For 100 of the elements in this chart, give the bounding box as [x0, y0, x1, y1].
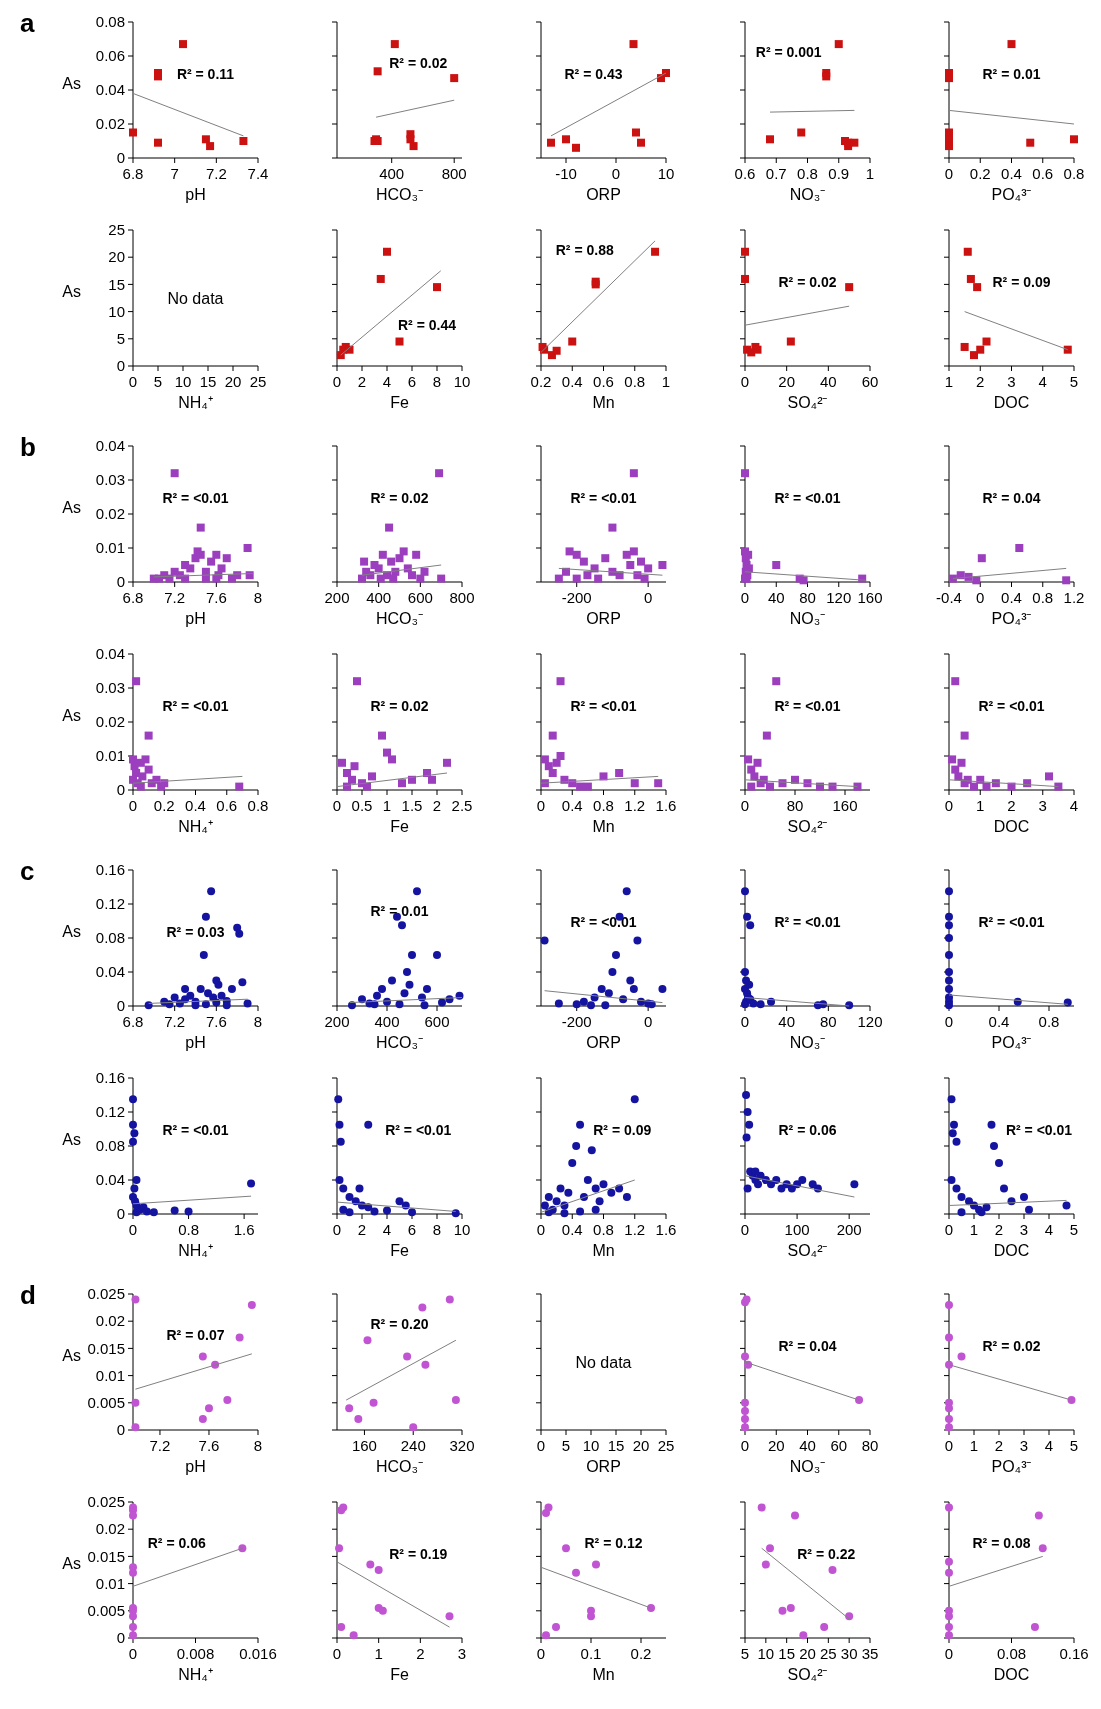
x-tick-label: 35 [861, 1645, 879, 1662]
x-tick-label: 1 [382, 797, 392, 814]
x-tick-label: 10 [757, 1645, 775, 1662]
annotation: R² = 0.44 [398, 317, 457, 334]
x-axis-title: ORP [586, 1034, 621, 1051]
annotation: No data [575, 1353, 632, 1371]
x-tick-label: 8 [253, 589, 263, 606]
y-tick-label: 0.01 [95, 539, 125, 557]
x-tick-label: 0.016 [239, 1645, 277, 1662]
x-axis-title: Fe [390, 818, 409, 835]
annotation: R² = 0.02 [778, 273, 837, 290]
y-axis-title: As [62, 1554, 81, 1572]
x-tick-label: 0.8 [593, 797, 614, 814]
x-tick-label: 8 [432, 373, 442, 390]
x-tick-label: 200 [836, 1221, 862, 1238]
x-tick-label: 0.2 [630, 1645, 652, 1662]
x-tick-label: 0 [332, 373, 342, 390]
x-axis-title: NH₄⁺ [178, 1242, 213, 1259]
x-tick-label: 0.4 [1001, 589, 1022, 606]
x-axis-title: Fe [390, 1242, 409, 1259]
y-axis-title: As [62, 1130, 81, 1148]
y-axis-title: As [62, 1346, 81, 1364]
y-tick-label: 0 [116, 149, 125, 167]
x-tick-label: 1.6 [655, 797, 677, 814]
x-tick-label: 0 [536, 1221, 546, 1238]
x-tick-label: 0 [128, 1221, 138, 1238]
x-axis-title: PO₄³⁻ [991, 610, 1032, 627]
x-tick-label: 1.2 [624, 1221, 646, 1238]
x-tick-label: 0.9 [828, 165, 850, 182]
annotation: R² = 0.04 [778, 1337, 837, 1354]
x-tick-label: -10 [555, 165, 577, 182]
x-tick-label: 0.8 [593, 1221, 614, 1238]
x-axis-title: DOC [993, 818, 1030, 835]
annotation: No data [167, 289, 224, 307]
x-tick-label: 0.8 [178, 1221, 199, 1238]
x-tick-label: 6 [407, 373, 417, 390]
x-tick-label: 0.8 [1038, 1013, 1060, 1030]
y-tick-label: 15 [108, 275, 125, 293]
x-tick-label: 0 [740, 1437, 750, 1454]
x-tick-label: 7.6 [205, 589, 227, 606]
x-tick-label: 1 [661, 373, 671, 390]
x-axis-title: ORP [586, 610, 621, 627]
y-tick-label: 0.02 [95, 115, 125, 133]
x-tick-label: 6.8 [122, 589, 144, 606]
x-tick-label: 0.4 [1001, 165, 1022, 182]
x-tick-label: 160 [857, 589, 883, 606]
y-tick-label: 0.015 [87, 1339, 125, 1357]
x-tick-label: 0 [332, 797, 342, 814]
x-tick-label: 2 [1007, 797, 1016, 814]
x-tick-label: 0.4 [561, 373, 583, 390]
y-axis-title: As [62, 922, 81, 940]
x-tick-label: 400 [374, 1013, 400, 1030]
x-tick-label: 20 [778, 373, 796, 390]
y-tick-label: 0.03 [95, 471, 125, 489]
x-axis-title: pH [185, 186, 206, 203]
x-tick-label: 0.2 [153, 797, 175, 814]
y-tick-label: 0.03 [95, 679, 125, 697]
x-tick-label: 800 [441, 165, 467, 182]
y-tick-label: 0.16 [95, 1069, 125, 1087]
x-tick-label: 10 [453, 373, 471, 390]
x-tick-label: -200 [561, 589, 592, 606]
x-tick-label: 1.6 [655, 1221, 677, 1238]
x-tick-label: 0 [944, 797, 954, 814]
annotation: R² = <0.01 [774, 913, 841, 930]
x-tick-label: 2 [357, 373, 367, 390]
x-axis-title: SO₄²⁻ [787, 394, 828, 411]
x-tick-label: 2 [357, 1221, 367, 1238]
x-axis-title: HCO₃⁻ [375, 186, 424, 203]
x-tick-label: 5 [740, 1645, 750, 1662]
x-tick-label: 0.8 [797, 165, 818, 182]
annotation: R² = 0.88 [555, 242, 614, 259]
x-tick-label: -200 [561, 1013, 592, 1030]
x-axis-title: SO₄²⁻ [787, 1666, 828, 1683]
x-tick-label: 0.6 [216, 797, 238, 814]
x-tick-label: 160 [832, 797, 858, 814]
y-tick-label: 0.08 [95, 1137, 125, 1155]
x-tick-label: 20 [224, 373, 242, 390]
x-tick-label: 4 [382, 373, 392, 390]
x-tick-label: 1 [374, 1645, 383, 1662]
x-tick-label: 40 [799, 1437, 816, 1454]
y-tick-label: 0.015 [87, 1547, 125, 1565]
x-tick-label: 4 [1044, 1221, 1054, 1238]
y-tick-label: 0 [116, 573, 125, 591]
x-tick-label: 40 [778, 1013, 796, 1030]
x-tick-label: 0.6 [1032, 165, 1054, 182]
x-tick-label: 7.2 [164, 589, 186, 606]
y-tick-label: 10 [108, 302, 125, 320]
x-tick-label: 8 [253, 1013, 263, 1030]
x-tick-label: 80 [861, 1437, 879, 1454]
x-axis-title: NO₃⁻ [789, 186, 826, 203]
x-tick-label: 0.5 [351, 797, 373, 814]
x-tick-label: 0 [332, 1221, 342, 1238]
chart-title: c [20, 856, 35, 886]
x-tick-label: 5 [1069, 1437, 1079, 1454]
x-axis-title: pH [185, 610, 206, 627]
x-axis-title: SO₄²⁻ [787, 1242, 828, 1259]
x-tick-label: 160 [351, 1437, 377, 1454]
x-tick-label: 20 [632, 1437, 650, 1454]
x-axis-title: NH₄⁺ [178, 1666, 213, 1683]
x-tick-label: 0 [740, 589, 750, 606]
